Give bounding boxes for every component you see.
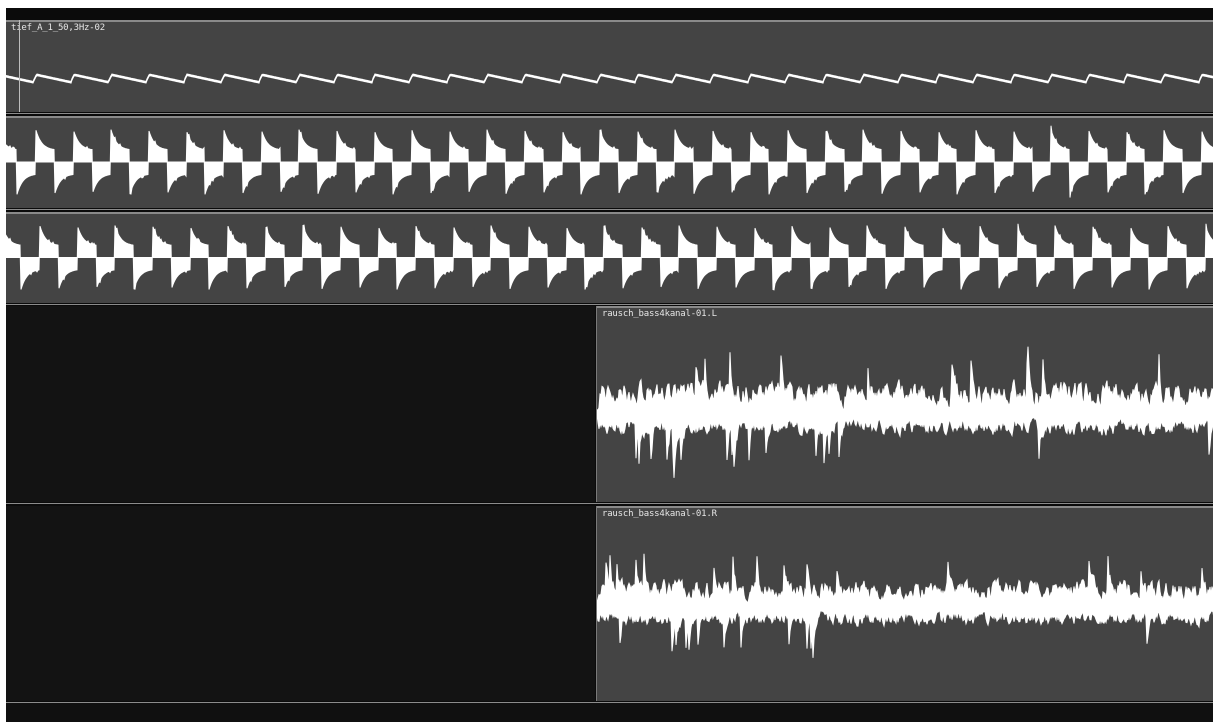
waveform-display — [597, 553, 1213, 658]
footer-area — [6, 703, 1213, 722]
track-separator — [6, 702, 1213, 703]
track-separator — [6, 209, 1213, 210]
audio-region[interactable] — [6, 212, 1213, 303]
waveform-display — [6, 125, 1213, 198]
waveform-display — [6, 73, 1213, 84]
playhead-marker[interactable] — [19, 20, 20, 112]
track-separator — [6, 113, 1213, 114]
waveform-display — [597, 346, 1213, 478]
empty-lane-area[interactable] — [6, 306, 595, 502]
track-1[interactable]: tief_A_1_50,3Hz-02 — [6, 20, 1213, 112]
arrange-window: tief_A_1_50,3Hz-02 rausch_bass4kanal-01.… — [6, 8, 1213, 722]
waveform-display — [6, 223, 1213, 291]
empty-lane-area[interactable] — [6, 506, 595, 701]
track-separator — [6, 503, 1213, 504]
region-name-label: rausch_bass4kanal-01.L — [602, 309, 717, 319]
track-4[interactable]: rausch_bass4kanal-01.L — [6, 306, 1213, 502]
track-3[interactable] — [6, 212, 1213, 303]
region-name-label: rausch_bass4kanal-01.R — [602, 509, 717, 519]
audio-region[interactable]: tief_A_1_50,3Hz-02 — [6, 20, 1213, 112]
region-name-label: tief_A_1_50,3Hz-02 — [11, 23, 105, 33]
track-2[interactable] — [6, 116, 1213, 208]
audio-region[interactable]: rausch_bass4kanal-01.R — [596, 506, 1213, 701]
audio-region[interactable] — [6, 116, 1213, 208]
audio-region[interactable]: rausch_bass4kanal-01.L — [596, 306, 1213, 502]
track-5[interactable]: rausch_bass4kanal-01.R — [6, 506, 1213, 701]
track-separator — [6, 304, 1213, 305]
